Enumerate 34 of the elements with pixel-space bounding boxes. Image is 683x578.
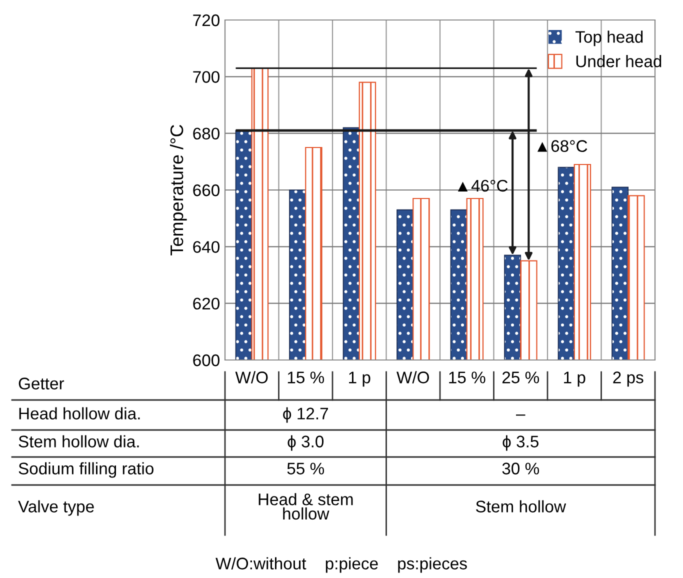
x-tick-label: 25 % [502, 372, 540, 384]
legend-label: Under head [576, 55, 662, 68]
legend-label: Top head [575, 30, 643, 46]
text: Getter [18, 378, 64, 390]
y-tick-label: 600 [193, 354, 220, 366]
text: ϕ 12.7 [283, 407, 328, 423]
text: ϕ 3.0 [288, 435, 324, 451]
text: Sodium filling ratio [18, 462, 154, 478]
y-axis-title: Temperature /°C [170, 124, 187, 256]
annotation: ▲46°C [458, 180, 508, 192]
y-tick-label: 660 [193, 184, 220, 196]
x-tick-label: 15 % [449, 372, 486, 384]
x-tick-label: W/O [396, 371, 429, 384]
text: – [516, 414, 526, 416]
x-tick-label: 15 % [288, 372, 324, 384]
x-tick-label: 1 p [349, 372, 370, 387]
annotation: ▲68°C [537, 140, 588, 152]
text: ϕ 3.5 [502, 435, 538, 451]
text: W/O:without p:piece ps:pieces [216, 557, 467, 573]
x-tick-label: 1 p [564, 372, 586, 387]
text: Head & stem hollow [258, 493, 353, 520]
text: 30 % [502, 462, 540, 474]
text: Valve type [18, 500, 94, 516]
text: Stem hollow dia. [18, 435, 139, 448]
text: Stem hollow [476, 500, 566, 512]
text: 55 % [287, 462, 324, 474]
y-tick-label: 700 [193, 71, 220, 83]
y-tick-label: 620 [193, 298, 220, 310]
y-tick-label: 640 [193, 241, 220, 253]
x-tick-label: 2 ps [613, 372, 644, 387]
y-tick-label: 680 [193, 128, 220, 140]
text: Head hollow dia. [19, 407, 140, 420]
x-tick-label: W/O [235, 371, 268, 384]
y-tick-label: 720 [193, 14, 220, 26]
